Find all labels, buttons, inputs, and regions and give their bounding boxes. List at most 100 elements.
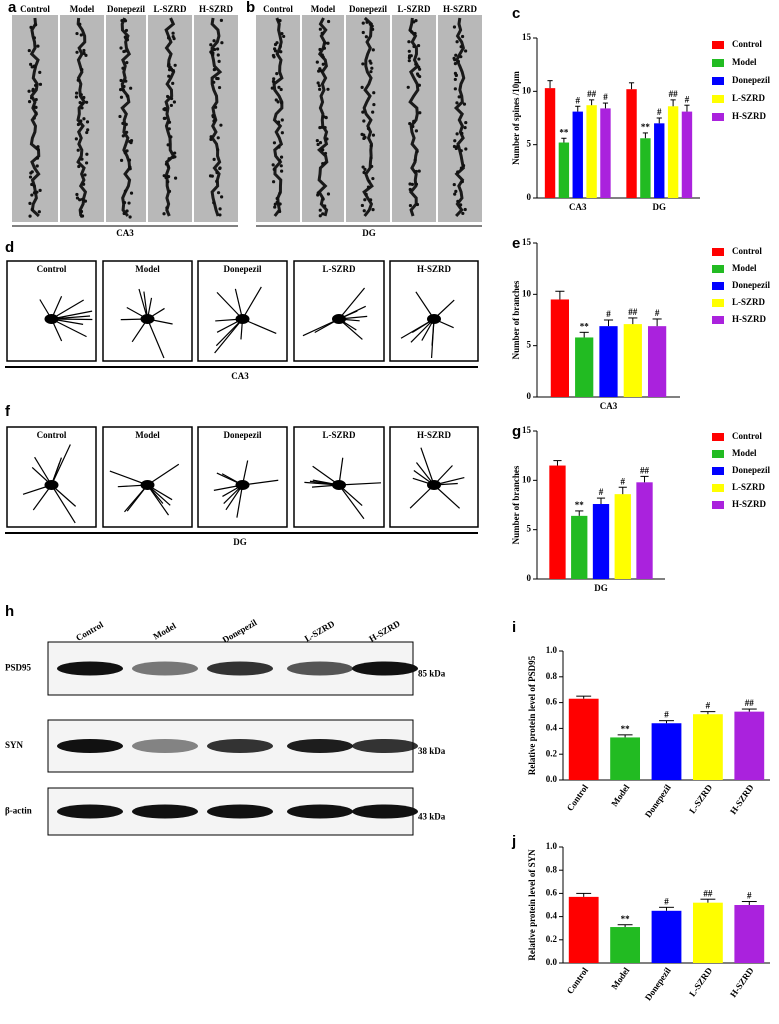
group-label: Control: [20, 4, 50, 14]
legend-swatch: [712, 501, 724, 509]
spine: [276, 100, 280, 104]
spine: [369, 61, 373, 65]
spine: [220, 41, 224, 45]
spine: [456, 170, 460, 174]
spine: [34, 111, 38, 115]
group-label: Donepezil: [224, 264, 262, 274]
spine: [79, 209, 84, 214]
spine: [212, 39, 216, 43]
spine: [455, 144, 460, 149]
soma: [44, 480, 59, 490]
spine: [167, 74, 171, 78]
spine: [454, 53, 458, 57]
branch: [109, 470, 148, 486]
soma: [427, 480, 441, 490]
tracing-box: [102, 426, 193, 528]
spine: [34, 23, 38, 27]
spine: [119, 78, 123, 83]
x-tick-label: Control: [565, 965, 591, 996]
spine: [371, 208, 375, 212]
spine: [318, 27, 322, 31]
spine: [318, 208, 322, 212]
spine: [28, 214, 32, 218]
y-tick-label: 5: [527, 139, 532, 149]
spine: [413, 158, 417, 162]
spine: [219, 18, 223, 22]
spine: [369, 144, 373, 148]
y-axis-label: Number of branches: [511, 280, 521, 359]
spine: [121, 134, 125, 138]
spine: [412, 120, 416, 124]
y-tick-label: 0.4: [546, 722, 558, 732]
y-tick-label: 0: [527, 391, 532, 401]
spine: [464, 147, 468, 151]
spine: [414, 19, 418, 23]
spine: [169, 135, 173, 139]
soma: [140, 480, 155, 490]
x-tick-label: Model: [609, 965, 632, 991]
lane-label: Control: [74, 619, 105, 643]
spine: [119, 88, 123, 92]
bar: [654, 123, 665, 198]
bar: [568, 896, 599, 963]
panel-letter: i: [512, 619, 516, 636]
spine: [169, 67, 174, 71]
significance: **: [621, 914, 631, 924]
spine: [123, 49, 128, 53]
soma: [332, 480, 346, 490]
spine: [218, 213, 222, 217]
spine: [38, 188, 42, 192]
spine: [215, 171, 219, 175]
spine: [407, 59, 411, 63]
legend-swatch: [712, 316, 724, 324]
bar: [568, 698, 599, 780]
significance: ##: [703, 888, 713, 898]
branch: [234, 288, 244, 320]
spine: [173, 176, 178, 180]
spine: [362, 119, 366, 123]
spine: [282, 34, 286, 39]
spine: [408, 203, 413, 208]
spine: [364, 35, 368, 39]
significance: ##: [745, 698, 755, 708]
spine: [128, 167, 132, 171]
legend-swatch: [712, 467, 724, 475]
legend-swatch: [712, 282, 724, 290]
bar: [572, 111, 583, 198]
spine: [35, 164, 39, 168]
spine: [29, 25, 33, 30]
spine: [128, 215, 132, 219]
group-label: Model: [135, 430, 160, 440]
x-tick-label: H-SZRD: [728, 782, 756, 816]
spine: [280, 169, 284, 173]
spine: [417, 83, 421, 87]
branch: [415, 291, 435, 320]
spine: [407, 40, 411, 44]
spine: [316, 142, 320, 147]
legend-swatch: [712, 265, 724, 273]
spine: [119, 158, 124, 162]
spine: [166, 143, 170, 147]
spine: [408, 28, 412, 32]
spine: [370, 24, 374, 28]
significance: #: [657, 107, 662, 117]
branch: [50, 484, 76, 524]
spine: [270, 86, 274, 90]
legend-swatch: [712, 77, 724, 85]
soma: [235, 480, 250, 490]
soma: [332, 314, 346, 324]
spine: [81, 96, 85, 100]
band: [132, 739, 198, 753]
spine: [317, 84, 321, 88]
y-tick-label: 5: [527, 524, 532, 534]
tracing-box: [6, 426, 97, 528]
spine: [38, 82, 43, 86]
spine: [167, 127, 171, 131]
spine: [317, 69, 321, 73]
panel-letter: a: [8, 0, 17, 16]
spine: [122, 211, 126, 216]
spine: [459, 45, 463, 49]
legend-label: L-SZRD: [732, 297, 766, 307]
x-tick-label: CA3: [569, 202, 587, 212]
spine: [453, 139, 457, 143]
